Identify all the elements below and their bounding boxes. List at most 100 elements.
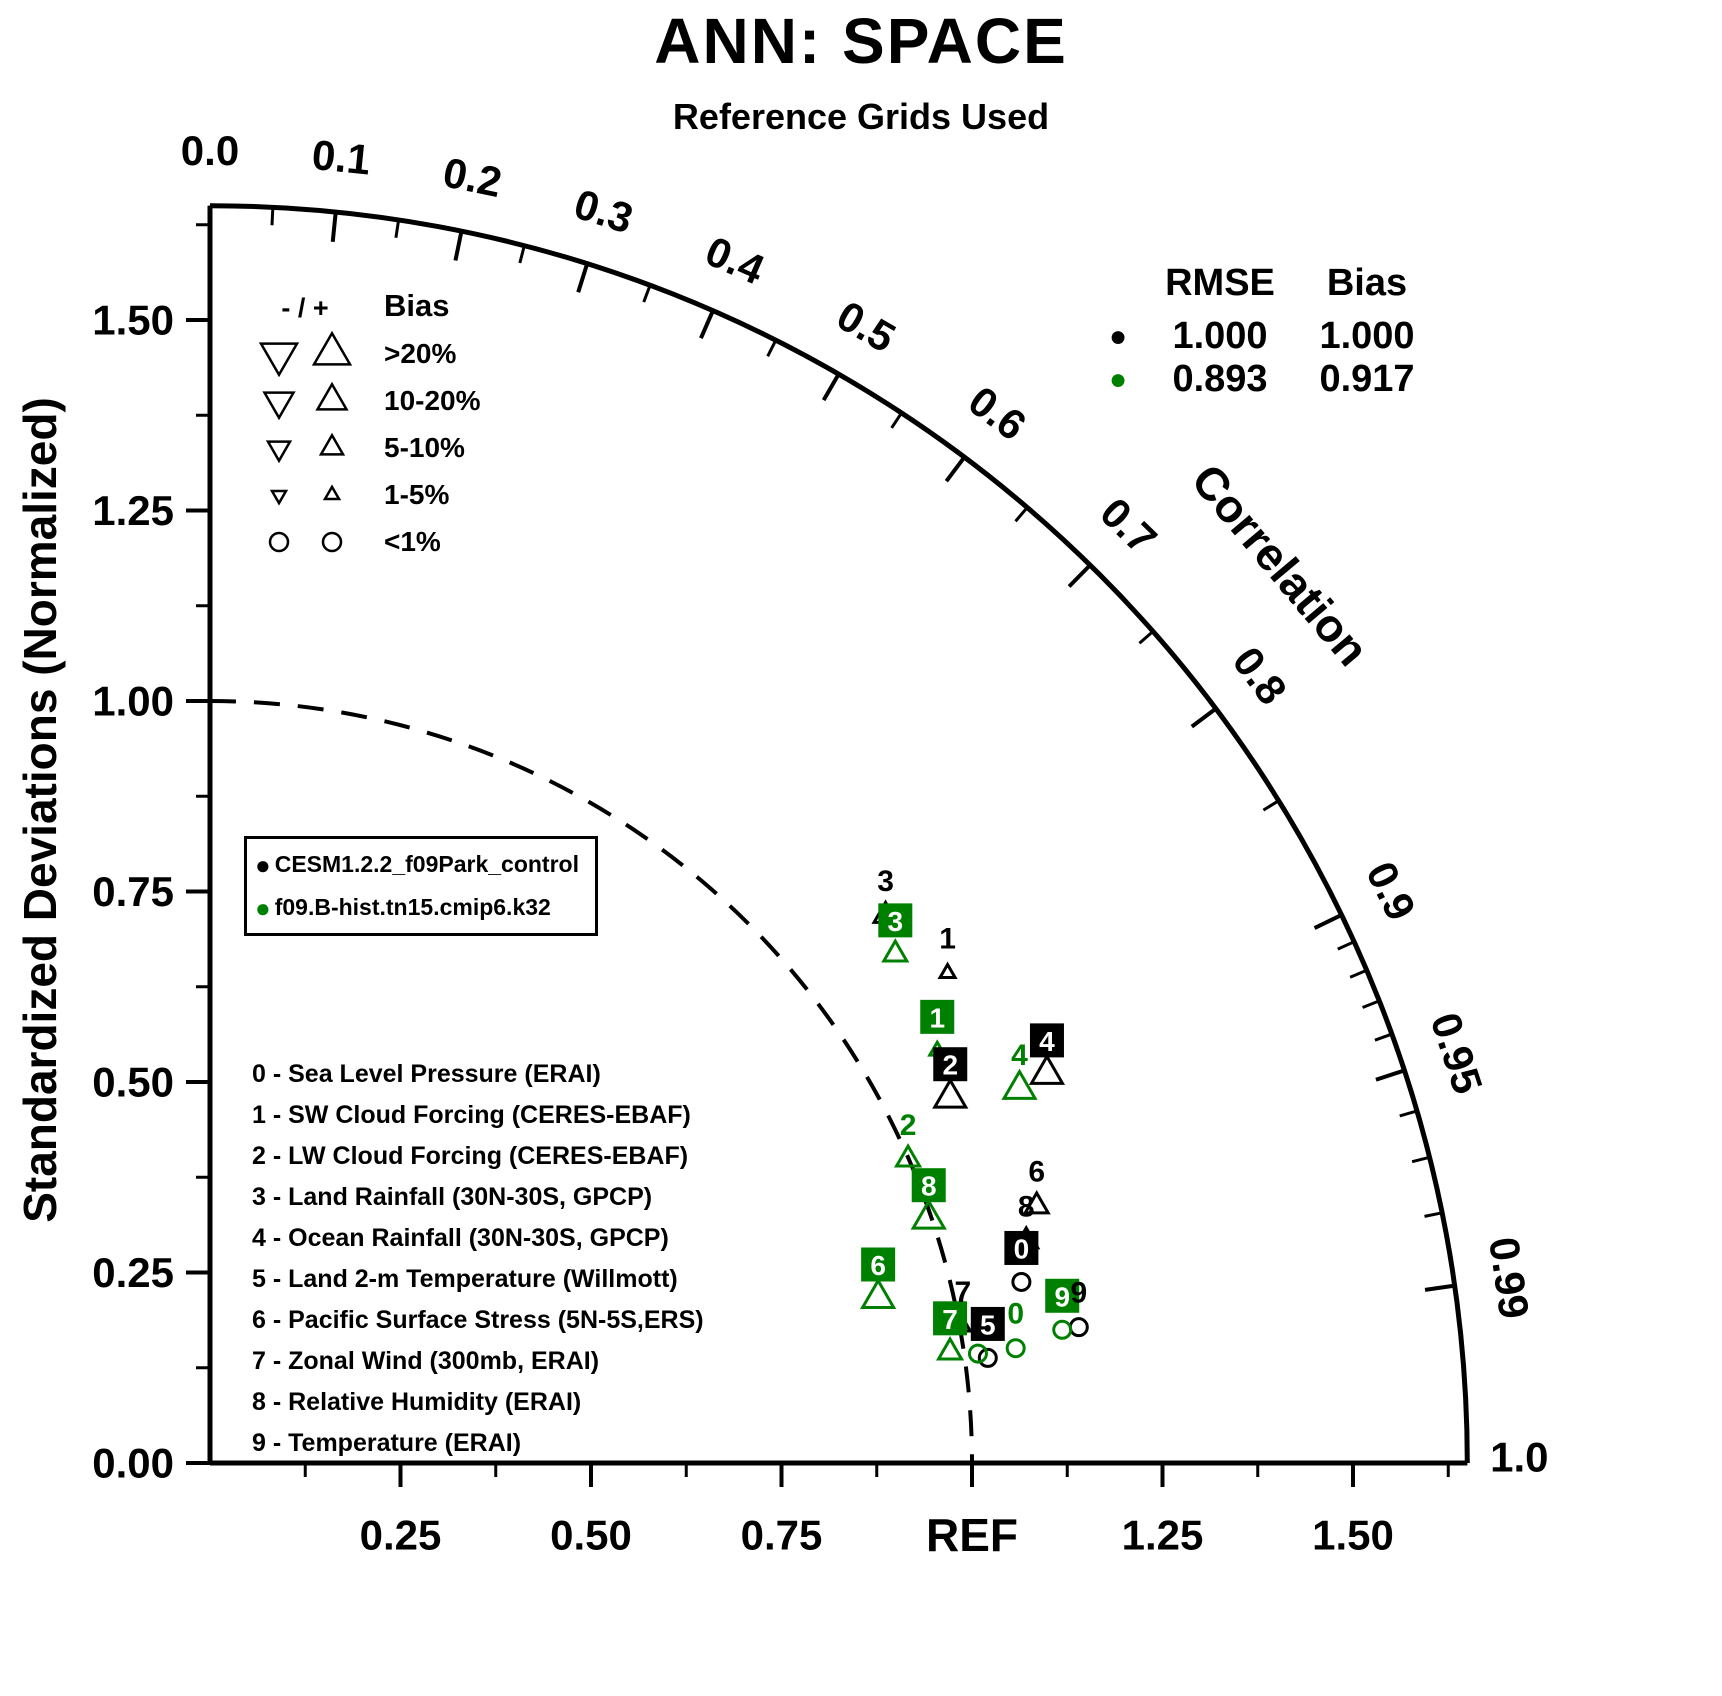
corr-minor-tick — [1262, 799, 1280, 812]
y-tick-label: 1.50 — [92, 297, 174, 344]
x-tick-label: 1.50 — [1312, 1512, 1394, 1559]
point-label-s0-4: 4 — [1039, 1026, 1055, 1057]
variable-list-item-7: 7 - Zonal Wind (300mb, ERAI) — [252, 1347, 600, 1375]
bias-class-label: >20% — [384, 337, 457, 369]
rmse-value: 1.000 — [1172, 315, 1268, 357]
bias-legend-row-2: 5-10% — [252, 424, 481, 471]
y-tick-label: 0.00 — [92, 1440, 174, 1487]
label-box-s1-8 — [911, 1168, 946, 1203]
point-label-s1-1: 1 — [929, 1002, 945, 1033]
label-box-s1-1 — [920, 999, 955, 1034]
corr-tick — [330, 211, 338, 243]
bias-triangle-up-icon — [311, 330, 352, 366]
label-box-s1-7 — [933, 1301, 968, 1336]
variable-list-item-6: 6 - Pacific Surface Stress (5N-5S,ERS) — [252, 1306, 704, 1334]
point-label-s1-0: 0 — [1007, 1298, 1024, 1331]
marker-s1-3 — [881, 938, 910, 963]
y-tick-label: 0.75 — [92, 868, 174, 915]
label-box-s0-0 — [1004, 1230, 1039, 1265]
correlation-axis-label: Correlation — [1182, 454, 1380, 675]
marker-s0-6 — [1022, 1189, 1051, 1215]
corr-minor-tick — [1014, 506, 1029, 523]
corr-minor-tick — [1374, 1032, 1393, 1042]
variable-list-item-3: 3 - Land Rainfall (30N-30S, GPCP) — [252, 1183, 653, 1211]
x-tick-label: 0.25 — [360, 1512, 442, 1559]
corr-tick — [1067, 563, 1092, 588]
bias-legend-row-1: 10-20% — [252, 377, 481, 424]
marker-s1-5 — [967, 1343, 988, 1364]
point-label-s1-6: 6 — [870, 1250, 886, 1281]
case-name: CESM1.2.2_f09Park_control — [274, 851, 579, 877]
point-label-s1-4: 4 — [1011, 1039, 1028, 1072]
x-tick-label: 0.75 — [741, 1512, 823, 1559]
corr-minor-tick — [1411, 1155, 1430, 1164]
label-box-s0-4 — [1029, 1023, 1064, 1058]
corr-tick-label: 0.6 — [960, 377, 1035, 450]
point-label-s1-8: 8 — [921, 1171, 937, 1202]
corr-minor-tick — [1138, 630, 1154, 645]
marker-s1-9 — [1052, 1319, 1073, 1340]
case-legend: ● CESM1.2.2_f09Park_control ● f09.B-hist.tn… — [244, 836, 598, 936]
point-label-s0-2: 2 — [942, 1050, 958, 1081]
case-color-dot: ● — [255, 849, 271, 880]
corr-minor-tick — [1361, 999, 1380, 1009]
bias-circle-icon — [268, 531, 289, 553]
corr-minor-tick — [642, 284, 652, 303]
bias-label-header: Bias — [384, 288, 450, 323]
marker-s0-5 — [977, 1347, 998, 1368]
bias-legend-row-0: >20% — [252, 330, 481, 377]
case-legend-row-0: ● CESM1.2.2_f09Park_control — [255, 851, 579, 878]
point-label-s1-7: 7 — [942, 1304, 958, 1335]
case-name: f09.B-hist.tn15.cmip6.k32 — [274, 894, 551, 920]
bias-class-label: 1-5% — [384, 478, 450, 510]
marker-s1-7 — [935, 1336, 965, 1361]
corr-minor-tick — [890, 412, 903, 429]
point-label-s0-5: 5 — [980, 1309, 996, 1340]
case-legend-row-1: ● f09.B-hist.tn15.cmip6.k32 — [255, 894, 579, 921]
corr-tick — [821, 373, 841, 402]
corr-tick-label: 0.5 — [829, 292, 903, 362]
bias-value: 1.000 — [1319, 315, 1415, 357]
corr-tick-label: 0.99 — [1480, 1234, 1538, 1322]
corr-tick-label: 1.0 — [1490, 1434, 1548, 1481]
variable-list-item-1: 1 - SW Cloud Forcing (CERES-EBAF) — [252, 1101, 691, 1129]
corr-minor-tick — [766, 339, 778, 357]
variable-list-item-8: 8 - Relative Humidity (ERAI) — [252, 1388, 582, 1416]
y-tick-label: 0.50 — [92, 1059, 174, 1106]
point-label-s0-8: 8 — [1018, 1191, 1035, 1224]
corr-minor-tick — [1424, 1211, 1443, 1218]
variable-list-item-0: 0 - Sea Level Pressure (ERAI) — [252, 1060, 601, 1088]
bias-header: Bias — [1326, 262, 1408, 304]
bias-class-label: 5-10% — [384, 431, 465, 463]
corr-tick — [944, 455, 966, 483]
bias-legend-row-4: <1% — [252, 518, 481, 565]
rmse-legend-row-1: ● 0.893 0.917 — [1092, 358, 1438, 401]
point-label-s0-1: 1 — [939, 923, 956, 956]
corr-minor-tick — [1337, 940, 1355, 951]
rmse-legend-header: RMSE Bias — [1092, 262, 1438, 305]
x-tick-label: REF — [926, 1509, 1018, 1561]
corr-minor-tick — [1399, 1109, 1418, 1118]
marker-s0-9 — [1068, 1317, 1089, 1338]
bias-value: 0.917 — [1319, 358, 1415, 400]
corr-tick — [1313, 913, 1343, 930]
bias-triangle-down-icon — [261, 391, 296, 421]
rmse-legend-row-0: ● 1.000 1.000 — [1092, 315, 1438, 358]
corr-tick-label: 0.1 — [310, 131, 373, 184]
x-tick-label: 0.50 — [550, 1512, 632, 1559]
marker-s0-4 — [1028, 1053, 1066, 1085]
rmse-bias-legend: RMSE Bias ● 1.000 1.000 ● 0.893 0.917 — [1092, 262, 1438, 401]
label-box-s0-2 — [933, 1047, 968, 1082]
bias-triangle-down-icon — [269, 489, 288, 506]
case-color-dot: ● — [1108, 362, 1128, 396]
corr-minor-tick — [270, 207, 275, 226]
point-label-s0-3: 3 — [877, 865, 894, 898]
case-color-dot: ● — [1108, 319, 1128, 353]
bias-legend-header: - / + Bias — [252, 288, 481, 324]
point-label-s0-6: 6 — [1028, 1156, 1045, 1189]
marker-s1-6 — [860, 1277, 897, 1309]
bias-triangle-up-icon — [318, 432, 345, 456]
bias-legend-row-3: 1-5% — [252, 471, 481, 518]
corr-tick-label: 0.0 — [181, 127, 239, 174]
